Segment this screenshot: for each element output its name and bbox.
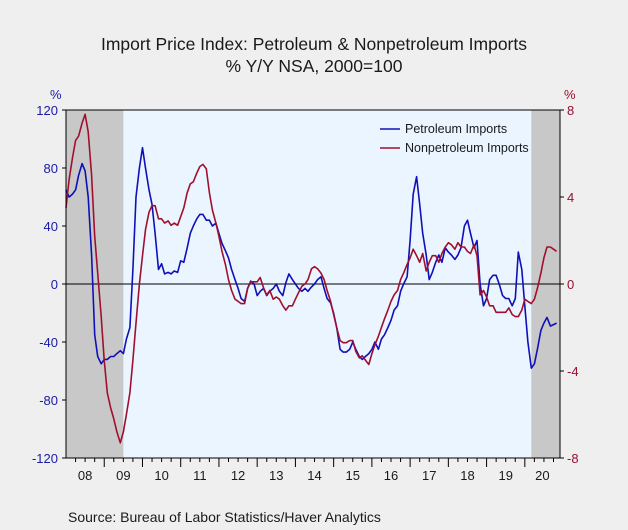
x-tick-label: 09 bbox=[116, 468, 130, 483]
right-tick-label: -4 bbox=[567, 364, 579, 379]
left-axis-unit: % bbox=[50, 87, 62, 102]
left-tick-label: -40 bbox=[39, 335, 58, 350]
x-tick-label: 10 bbox=[154, 468, 168, 483]
left-axis: 120 80 40 0 -40 -80 -120% bbox=[32, 87, 66, 466]
left-tick-label: -120 bbox=[32, 451, 58, 466]
legend-label: Nonpetroleum Imports bbox=[405, 141, 529, 155]
x-tick-label: 11 bbox=[193, 468, 207, 483]
series-lines bbox=[65, 113, 558, 444]
source-note: Source: Bureau of Labor Statistics/Haver… bbox=[68, 509, 381, 525]
left-tick-label: 120 bbox=[36, 103, 58, 118]
legend-label: Petroleum Imports bbox=[405, 122, 507, 136]
left-tick-label: 0 bbox=[51, 277, 58, 292]
x-tick-label: 14 bbox=[307, 468, 321, 483]
x-tick-label: 18 bbox=[460, 468, 474, 483]
chart-title: Import Price Index: Petroleum & Nonpetro… bbox=[0, 33, 628, 77]
x-tick-label: 12 bbox=[231, 468, 245, 483]
right-tick-label: 0 bbox=[567, 277, 574, 292]
right-axis-unit: % bbox=[564, 87, 576, 102]
petroleum-series-line bbox=[65, 146, 557, 369]
chart-title-line1: Import Price Index: Petroleum & Nonpetro… bbox=[100, 34, 527, 54]
x-tick-label: 15 bbox=[346, 468, 360, 483]
left-tick-label: 40 bbox=[44, 219, 58, 234]
legend: Petroleum Imports Nonpetroleum Imports bbox=[380, 122, 529, 155]
right-axis: 8 4 0 -4 -8% bbox=[560, 87, 579, 466]
x-axis: 08 09 10 11 12 13 14 15 16 17 18 19 20 bbox=[75, 458, 554, 483]
x-tick-label: 19 bbox=[498, 468, 512, 483]
x-tick-label: 13 bbox=[269, 468, 283, 483]
right-tick-label: 8 bbox=[567, 103, 574, 118]
left-tick-label: -80 bbox=[39, 393, 58, 408]
x-tick-label: 08 bbox=[78, 468, 92, 483]
nonpetroleum-series-line bbox=[65, 113, 558, 444]
right-tick-label: -8 bbox=[567, 451, 579, 466]
x-tick-label: 17 bbox=[422, 468, 436, 483]
x-tick-label: 20 bbox=[535, 468, 549, 483]
chart-subtitle: % Y/Y NSA, 2000=100 bbox=[225, 56, 403, 76]
x-tick-label: 16 bbox=[384, 468, 398, 483]
right-tick-label: 4 bbox=[567, 190, 574, 205]
left-tick-label: 80 bbox=[44, 161, 58, 176]
